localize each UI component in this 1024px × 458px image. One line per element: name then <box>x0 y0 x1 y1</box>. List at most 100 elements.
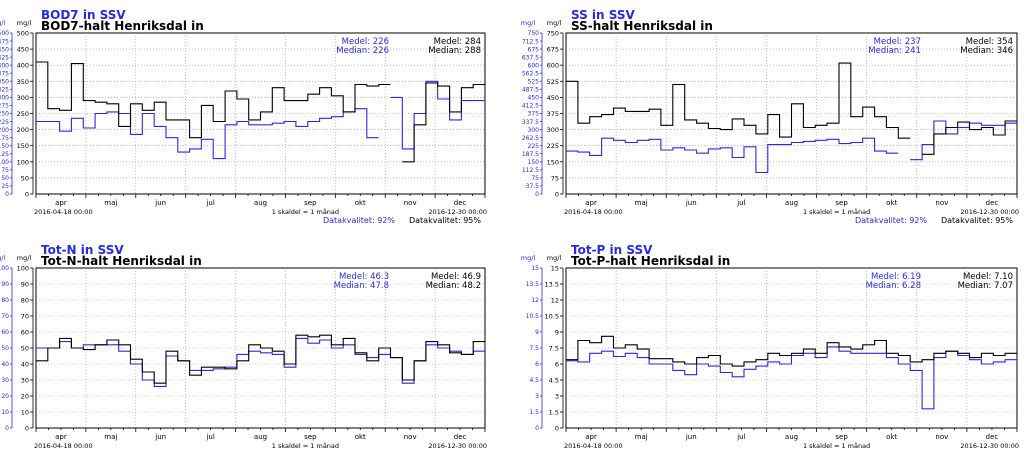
blue-y-tick-label: 325 <box>0 87 9 94</box>
black-y-tick-label: 50 <box>21 345 29 353</box>
black-y-tick-label: 0 <box>555 425 559 433</box>
blue-y-tick-label: 25 <box>1 183 9 190</box>
blue-y-tick-label: 750 <box>528 30 540 37</box>
blue-y-tick-label: 30 <box>1 377 9 384</box>
black-stat: Median: 288 <box>428 46 481 56</box>
month-label: apr <box>585 199 597 207</box>
series-line-black <box>36 334 485 384</box>
blue-y-tick-label: 13.5 <box>526 281 540 288</box>
black-y-tick-label: 300 <box>17 94 29 102</box>
blue-y-tick-label: 150 <box>528 159 540 166</box>
blue-y-tick-label: 112.5 <box>522 167 539 174</box>
blue-y-tick-label: 50 <box>1 345 9 352</box>
black-y-tick-label: 350 <box>17 78 29 86</box>
scale-note: 1 skaldel = 1 månad <box>803 207 870 216</box>
black-y-tick-label: 0 <box>555 191 559 199</box>
blue-stat: Medel: 6.19 <box>871 272 921 282</box>
quality-blue: Datakvalitet: 92% <box>855 216 927 225</box>
blue-stat: Median: 241 <box>868 46 921 56</box>
month-label: dec <box>986 199 999 207</box>
black-y-tick-label: 15 <box>551 265 559 273</box>
quality-black: Datakvalitet: 95% <box>941 216 1013 225</box>
quality-black: Datakvalitet: 95% <box>409 216 481 225</box>
blue-y-tick-label: 150 <box>0 143 9 150</box>
chart-panel-3: apr maj jun jul aug sep okt nov dec 0 10 20 30 40 50 60… <box>0 243 487 450</box>
black-stat: Medel: 7.10 <box>963 272 1013 282</box>
series-line-black <box>566 62 1017 155</box>
date-start-label: 2016-04-18 00:00 <box>34 442 93 450</box>
black-y-tick-label: 0 <box>25 425 29 433</box>
black-unit-label: mg/l <box>547 19 562 27</box>
black-stat: Median: 7.07 <box>958 281 1013 291</box>
month-label: jul <box>736 199 745 207</box>
black-y-tick-label: 750 <box>547 30 559 38</box>
month-label: apr <box>55 199 67 207</box>
blue-y-tick-label: 425 <box>0 54 9 61</box>
blue-y-tick-label: 40 <box>1 361 9 368</box>
blue-y-tick-label: 500 <box>0 30 9 37</box>
month-label: jun <box>685 433 697 441</box>
chart-title-black: Tot-N-halt Henriksdal in <box>41 254 202 268</box>
month-label: jul <box>205 433 214 441</box>
blue-stat: Medel: 226 <box>342 37 389 47</box>
blue-y-tick-label: 0 <box>5 191 9 198</box>
blue-y-tick-label: 9 <box>535 329 539 336</box>
black-y-tick-label: 600 <box>547 62 559 70</box>
month-label: okt <box>355 199 366 207</box>
blue-y-tick-label: 4.5 <box>529 377 539 384</box>
blue-y-tick-label: 50 <box>1 175 9 182</box>
date-start-label: 2016-04-18 00:00 <box>34 208 93 216</box>
month-label: nov <box>404 199 417 207</box>
date-end-label: 2016-12-30 00:00 <box>960 208 1019 216</box>
month-label: okt <box>355 433 366 441</box>
blue-y-tick-label: 75 <box>531 175 539 182</box>
blue-stat: Medel: 237 <box>874 37 921 47</box>
blue-y-tick-label: 412.5 <box>522 103 539 110</box>
blue-y-tick-label: 70 <box>1 313 9 320</box>
black-y-tick-label: 500 <box>17 30 29 38</box>
chart-title-blue: Tot-N in SSV <box>41 243 124 257</box>
blue-stat: Median: 47.8 <box>334 281 389 291</box>
blue-stat: Median: 226 <box>336 46 389 56</box>
black-y-tick-label: 90 <box>21 281 29 289</box>
black-y-tick-label: 20 <box>21 393 29 401</box>
blue-y-tick-label: 175 <box>0 135 9 142</box>
date-end-label: 2016-12-30 00:00 <box>960 442 1019 450</box>
chart-title-blue: Tot-P in SSV <box>571 243 653 257</box>
blue-y-tick-label: 60 <box>1 329 9 336</box>
blue-y-tick-label: 337.5 <box>522 119 539 126</box>
chart-title-blue: BOD7 in SSV <box>41 8 126 22</box>
black-y-tick-label: 80 <box>21 297 29 305</box>
blue-y-tick-label: 80 <box>1 297 9 304</box>
month-label: aug <box>254 433 267 441</box>
series-line-blue <box>566 346 1017 410</box>
black-stat: Medel: 46.9 <box>431 272 481 282</box>
date-start-label: 2016-04-18 00:00 <box>564 208 623 216</box>
black-y-tick-label: 10 <box>21 409 29 417</box>
black-y-tick-label: 75 <box>551 174 559 182</box>
series-line-black <box>36 61 485 163</box>
black-y-tick-label: 40 <box>21 361 29 369</box>
blue-stat: Median: 6.28 <box>866 281 921 291</box>
black-y-tick-label: 450 <box>17 46 29 54</box>
month-label: maj <box>635 433 648 441</box>
blue-unit-label: mg/l <box>0 254 5 262</box>
blue-y-tick-label: 450 <box>0 46 9 53</box>
month-label: jun <box>685 199 697 207</box>
blue-y-tick-label: 375 <box>528 111 540 118</box>
black-y-tick-label: 13.5 <box>545 281 559 289</box>
blue-y-tick-label: 0 <box>5 425 9 432</box>
scale-note: 1 skaldel = 1 månad <box>272 207 339 216</box>
blue-y-tick-label: 10 <box>1 409 9 416</box>
date-start-label: 2016-04-18 00:00 <box>564 442 623 450</box>
blue-y-tick-label: 10.5 <box>526 313 540 320</box>
scale-note: 1 skaldel = 1 månad <box>272 441 339 450</box>
black-y-tick-label: 1.5 <box>549 409 559 417</box>
blue-y-tick-label: 275 <box>0 103 9 110</box>
black-y-tick-label: 30 <box>21 377 29 385</box>
month-label: maj <box>635 199 648 207</box>
black-y-tick-label: 250 <box>17 110 29 118</box>
blue-y-tick-label: 487.5 <box>522 87 539 94</box>
blue-y-tick-label: 675 <box>528 46 540 53</box>
